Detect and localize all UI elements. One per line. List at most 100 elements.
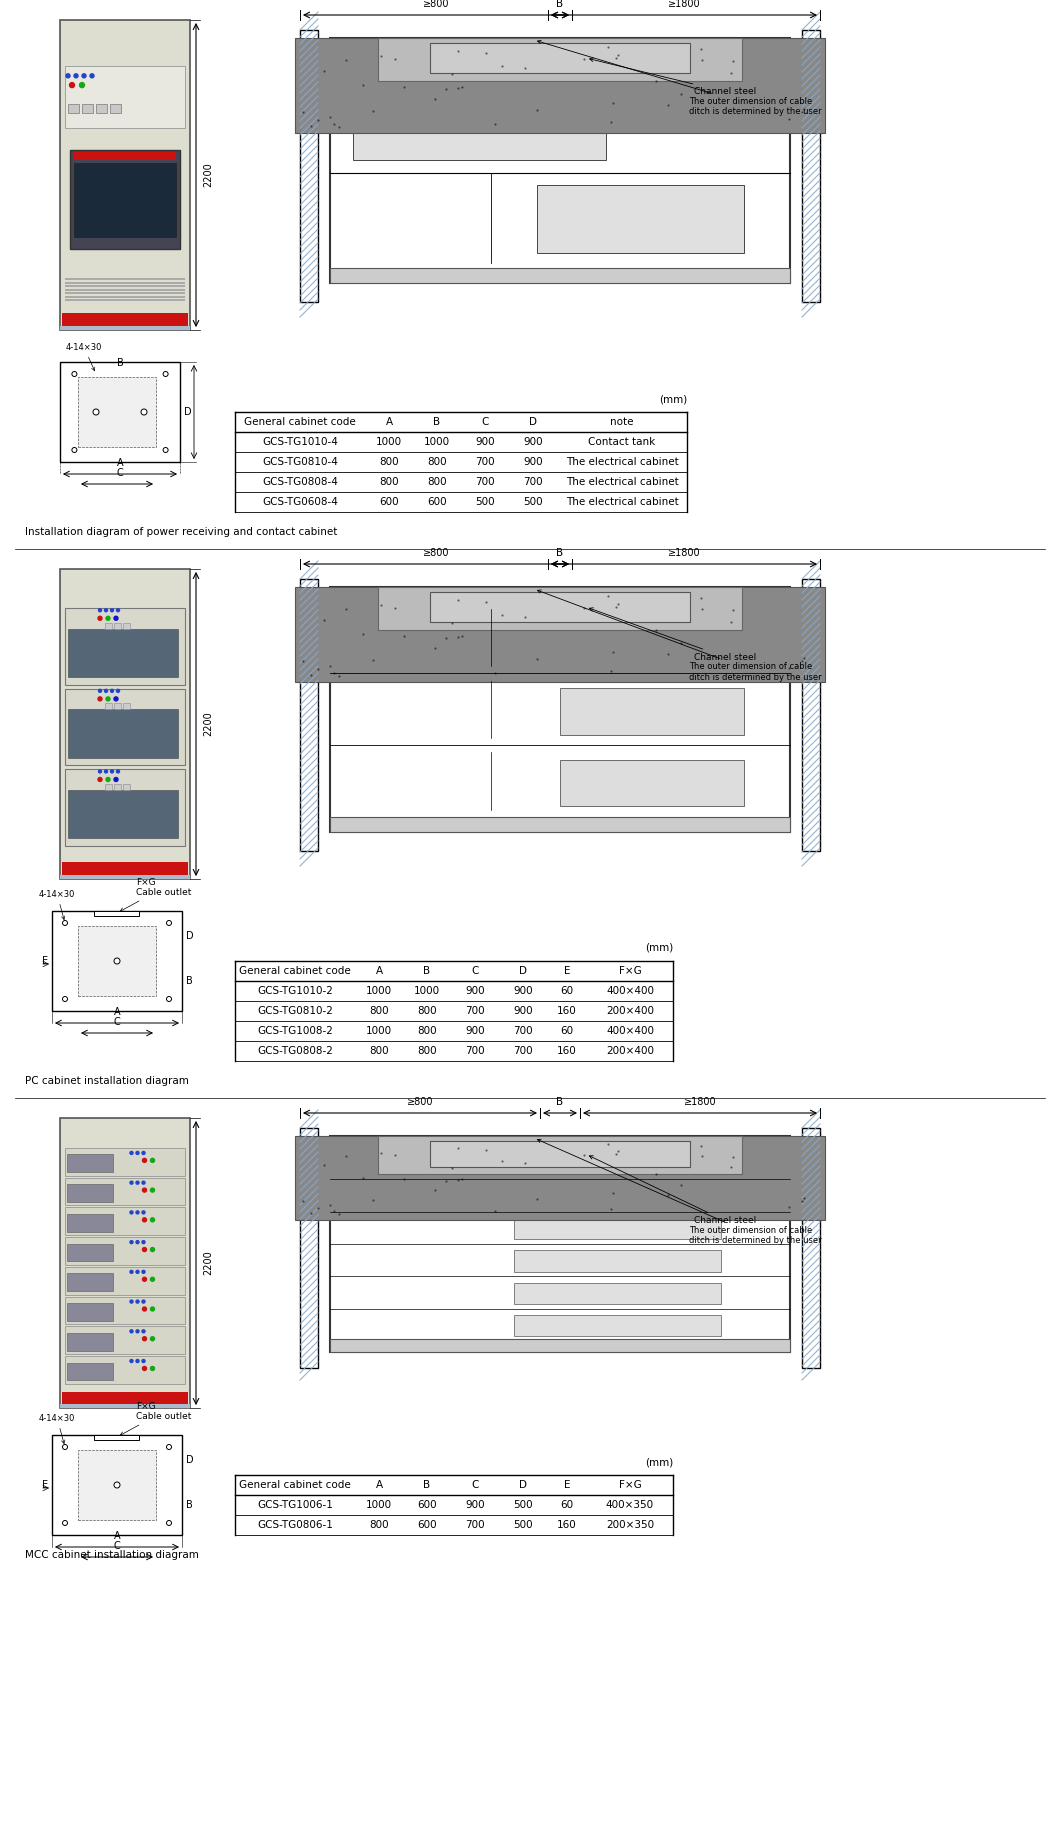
Bar (300, 1129, 318, 1368)
Text: D: D (184, 408, 192, 417)
Bar (802, 579, 820, 850)
Bar (514, 1219, 721, 1239)
Bar (60, 361, 180, 463)
Text: 900: 900 (465, 987, 484, 996)
Bar (330, 1136, 790, 1352)
Bar (430, 592, 690, 621)
Bar (802, 30, 820, 302)
Text: B: B (423, 966, 430, 975)
Circle shape (130, 1330, 132, 1333)
Bar (65, 66, 186, 129)
Circle shape (136, 1241, 139, 1243)
Circle shape (98, 616, 102, 620)
Bar (114, 623, 121, 629)
Circle shape (105, 771, 107, 773)
Text: GCS-TG0810-4: GCS-TG0810-4 (262, 457, 338, 467)
Bar (295, 1136, 825, 1221)
Bar (65, 1296, 186, 1324)
Bar (61, 861, 188, 876)
Text: 600: 600 (418, 1519, 437, 1531)
Text: A: A (386, 417, 392, 428)
Text: 1000: 1000 (414, 987, 440, 996)
Bar (52, 1435, 182, 1534)
Text: GCS-TG0808-2: GCS-TG0808-2 (258, 1046, 333, 1057)
Circle shape (105, 690, 107, 692)
Text: The electrical cabinet: The electrical cabinet (566, 457, 678, 467)
Circle shape (110, 771, 113, 773)
Bar (300, 30, 318, 302)
Bar (67, 1333, 112, 1350)
Circle shape (136, 1300, 139, 1304)
Circle shape (142, 1366, 146, 1370)
Text: (mm): (mm) (658, 395, 687, 404)
Text: F×G
Cable outlet: F×G Cable outlet (120, 1401, 192, 1435)
Circle shape (141, 409, 147, 415)
Bar (65, 1237, 186, 1265)
Circle shape (114, 697, 118, 701)
Text: 1000: 1000 (366, 1499, 392, 1510)
Text: 200×400: 200×400 (606, 1046, 654, 1057)
Text: 600: 600 (379, 498, 399, 507)
Bar (65, 295, 186, 297)
Circle shape (130, 1300, 132, 1304)
Bar (60, 1403, 190, 1409)
Circle shape (163, 371, 169, 376)
Circle shape (130, 1212, 132, 1213)
Circle shape (142, 1241, 145, 1243)
Text: 900: 900 (524, 437, 543, 446)
Text: A: A (113, 1007, 121, 1018)
Text: C: C (472, 1481, 479, 1490)
Circle shape (74, 74, 78, 77)
Text: 1000: 1000 (366, 1025, 392, 1036)
Text: 600: 600 (427, 498, 447, 507)
Text: B: B (434, 417, 441, 428)
Circle shape (70, 83, 74, 89)
Bar (514, 1152, 721, 1175)
Bar (65, 1326, 186, 1353)
Text: 160: 160 (558, 1007, 577, 1016)
Bar (65, 1178, 186, 1206)
Bar (78, 1449, 156, 1519)
Text: (mm): (mm) (644, 1457, 673, 1468)
Bar (61, 313, 188, 326)
Text: 800: 800 (379, 478, 399, 487)
Text: 4-14×30: 4-14×30 (66, 343, 103, 371)
Bar (560, 760, 744, 806)
Circle shape (142, 1188, 146, 1191)
Text: 700: 700 (465, 1519, 484, 1531)
Text: 900: 900 (513, 987, 533, 996)
Text: 60: 60 (561, 987, 573, 996)
Circle shape (142, 1248, 146, 1252)
Text: D: D (186, 931, 194, 940)
Bar (65, 293, 186, 295)
Bar (110, 103, 121, 112)
Bar (430, 42, 690, 74)
Text: The electrical cabinet: The electrical cabinet (566, 478, 678, 487)
Bar (65, 1208, 186, 1235)
Text: GCS-TG1010-4: GCS-TG1010-4 (262, 437, 338, 446)
Circle shape (142, 1151, 145, 1154)
Circle shape (151, 1337, 155, 1341)
Circle shape (151, 1366, 155, 1370)
Bar (65, 609, 186, 684)
Bar (330, 817, 790, 832)
Bar (60, 326, 190, 330)
Text: 500: 500 (524, 498, 543, 507)
Bar (67, 1243, 112, 1261)
Circle shape (82, 74, 86, 77)
Circle shape (99, 771, 102, 773)
Bar (430, 1141, 690, 1167)
Text: A: A (375, 966, 383, 975)
Bar (67, 1213, 112, 1232)
Circle shape (105, 609, 107, 612)
Bar (330, 39, 790, 282)
Circle shape (66, 74, 70, 77)
Text: 900: 900 (513, 1007, 533, 1016)
Bar (353, 72, 675, 107)
Bar (378, 586, 742, 631)
Circle shape (142, 1271, 145, 1274)
Circle shape (130, 1182, 132, 1184)
Circle shape (166, 996, 172, 1001)
Text: (mm): (mm) (644, 942, 673, 953)
Bar (82, 103, 93, 112)
